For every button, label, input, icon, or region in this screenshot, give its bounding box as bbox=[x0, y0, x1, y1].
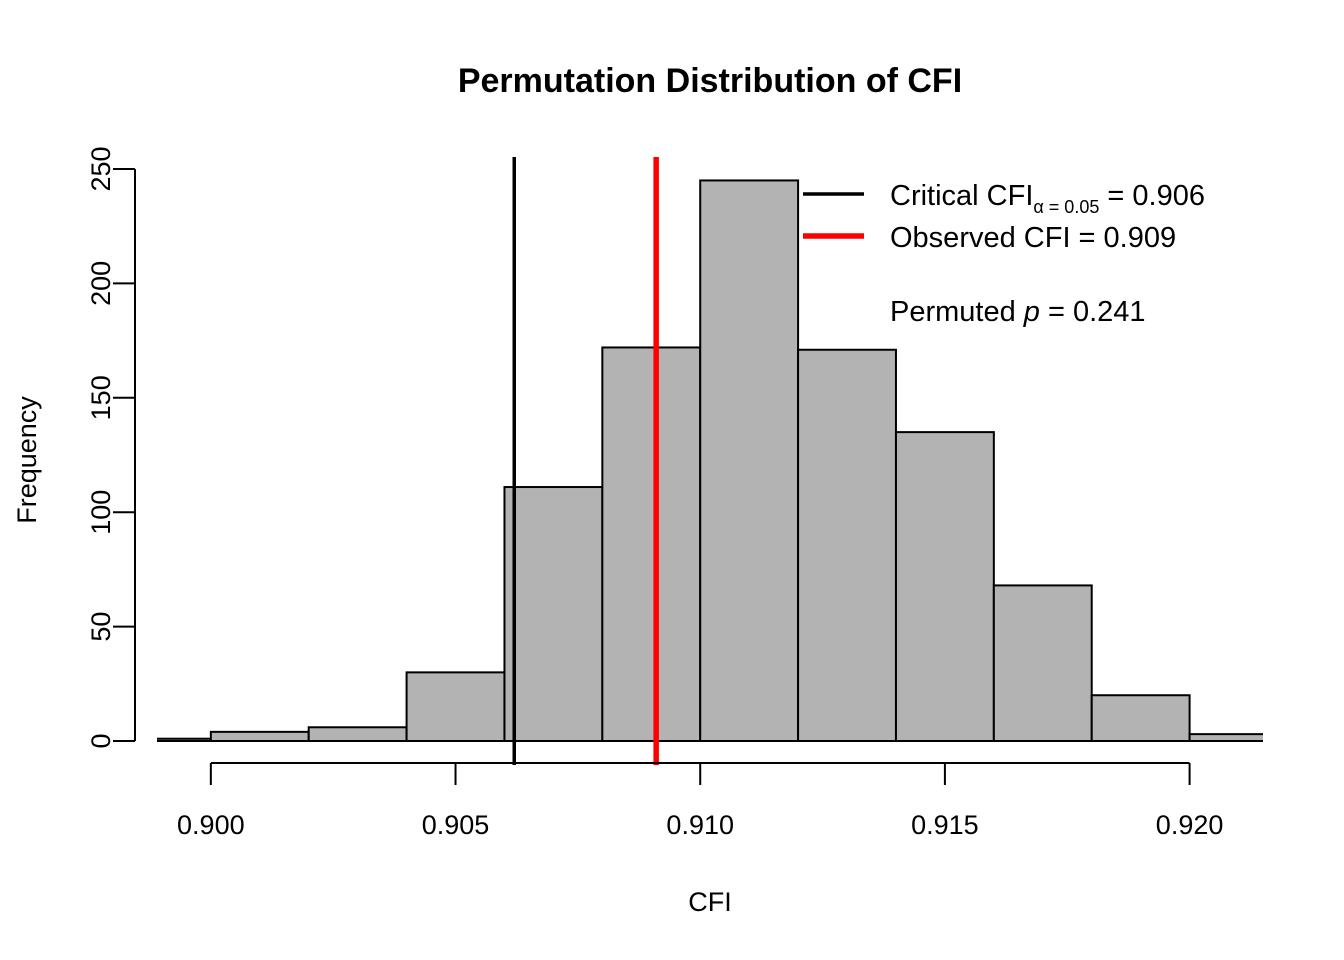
x-tick-label: 0.920 bbox=[1156, 810, 1224, 840]
reference-lines bbox=[512, 157, 659, 765]
x-tick-label: 0.910 bbox=[666, 810, 734, 840]
x-tick-label: 0.900 bbox=[177, 810, 245, 840]
y-tick-label: 150 bbox=[86, 375, 116, 420]
y-axis: 0 50 100 150 200 250 bbox=[86, 146, 136, 749]
histogram-bar-9 bbox=[894, 431, 995, 742]
y-tick-label: 100 bbox=[86, 490, 116, 535]
permuted-p-note: Permuted p = 0.241 bbox=[890, 296, 1146, 328]
y-axis-label: Frequency bbox=[12, 396, 42, 524]
y-tick-label: 50 bbox=[86, 612, 116, 642]
histogram-bar-5 bbox=[503, 486, 604, 743]
y-tick-label: 0 bbox=[86, 733, 116, 748]
chart-title: Permutation Distribution of CFI bbox=[458, 62, 962, 100]
histogram-bar-7 bbox=[699, 179, 800, 742]
x-tick-label: 0.905 bbox=[422, 810, 490, 840]
x-axis-label: CFI bbox=[688, 887, 732, 917]
legend-label-1: Critical CFIα = 0.05 = 0.906 bbox=[890, 180, 1205, 217]
histogram-bar-3 bbox=[307, 726, 408, 742]
x-tick-label: 0.915 bbox=[911, 810, 979, 840]
y-tick-label: 200 bbox=[86, 261, 116, 306]
histogram-bar-10 bbox=[992, 584, 1093, 743]
histogram-bar-4 bbox=[405, 671, 506, 742]
x-axis: 0.900 0.905 0.910 0.915 0.920 bbox=[177, 762, 1224, 840]
legend-label-2: Observed CFI = 0.909 bbox=[890, 222, 1176, 254]
histogram-bar-11 bbox=[1090, 694, 1191, 742]
y-tick-label: 250 bbox=[86, 146, 116, 191]
histogram-bar-6 bbox=[601, 346, 702, 742]
histogram-bar-8 bbox=[797, 348, 897, 742]
legend: Critical CFIα = 0.05 = 0.906 Observed CFI… bbox=[803, 180, 1205, 328]
histogram-bar-2 bbox=[209, 730, 310, 743]
histogram-bar-12 bbox=[1188, 733, 1263, 742]
histogram-bars bbox=[157, 179, 1263, 743]
